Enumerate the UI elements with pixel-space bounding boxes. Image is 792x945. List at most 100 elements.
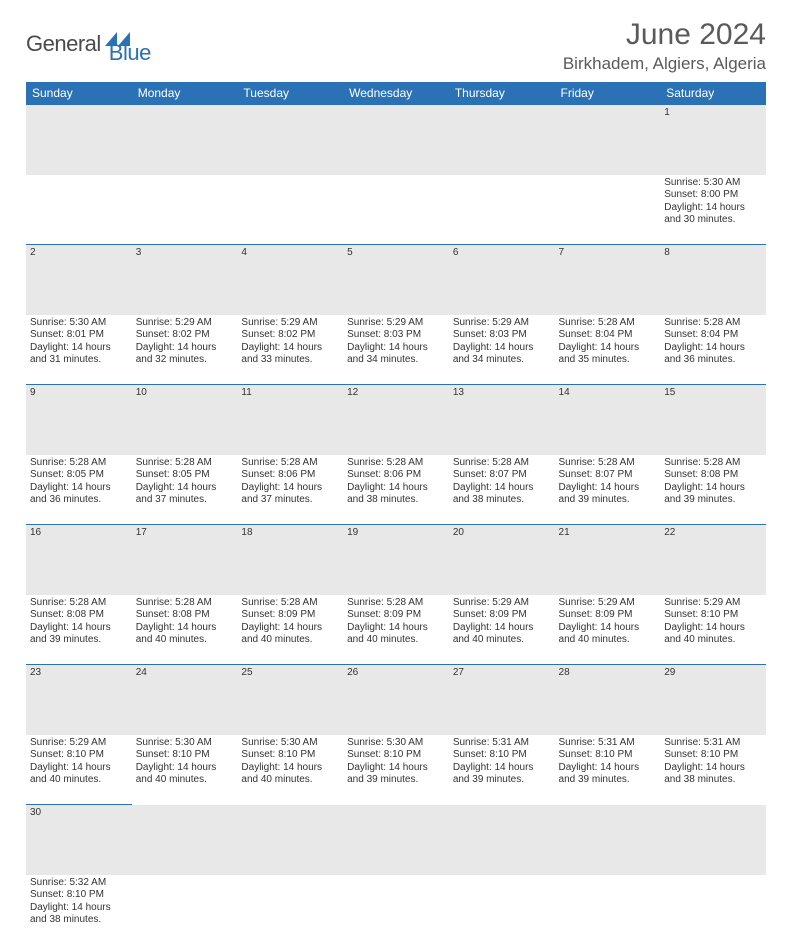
day-detail-cell: Sunrise: 5:29 AMSunset: 8:09 PMDaylight:… — [555, 595, 661, 665]
day-number-cell: 28 — [555, 665, 661, 735]
day-number-cell: 7 — [555, 245, 661, 315]
day-number-cell: 23 — [26, 665, 132, 735]
day-number: 11 — [241, 387, 251, 398]
empty-cell — [26, 105, 132, 175]
day-detail-cell: Sunrise: 5:30 AMSunset: 8:10 PMDaylight:… — [237, 735, 343, 805]
day-detail: Sunrise: 5:29 AMSunset: 8:03 PMDaylight:… — [347, 317, 445, 367]
day-number-cell: 24 — [132, 665, 238, 735]
day-number-cell: 4 — [237, 245, 343, 315]
day-number-cell: 8 — [660, 245, 766, 315]
day-detail-cell: Sunrise: 5:28 AMSunset: 8:09 PMDaylight:… — [237, 595, 343, 665]
day-number-cell: 19 — [343, 525, 449, 595]
day-detail-cell: Sunrise: 5:28 AMSunset: 8:09 PMDaylight:… — [343, 595, 449, 665]
weekday-header: Saturday — [660, 82, 766, 105]
day-number: 18 — [241, 527, 252, 538]
day-number: 2 — [30, 247, 36, 258]
daylight-line: Daylight: 14 hours and 39 minutes. — [664, 482, 762, 507]
month-title: June 2024 — [563, 18, 766, 52]
sunset-line: Sunset: 8:06 PM — [241, 469, 339, 482]
sunset-line: Sunset: 8:08 PM — [664, 469, 762, 482]
day-detail-cell: Sunrise: 5:30 AMSunset: 8:00 PMDaylight:… — [660, 175, 766, 245]
sunset-line: Sunset: 8:01 PM — [30, 329, 128, 342]
brand-text-2: Blue — [109, 40, 151, 66]
sunset-line: Sunset: 8:10 PM — [30, 889, 128, 902]
weekday-header: Friday — [555, 82, 661, 105]
daylight-line: Daylight: 14 hours and 36 minutes. — [664, 342, 762, 367]
daylight-line: Daylight: 14 hours and 40 minutes. — [347, 622, 445, 647]
day-detail-cell: Sunrise: 5:28 AMSunset: 8:04 PMDaylight:… — [660, 315, 766, 385]
day-detail-cell: Sunrise: 5:28 AMSunset: 8:08 PMDaylight:… — [660, 455, 766, 525]
week-row: Sunrise: 5:30 AMSunset: 8:00 PMDaylight:… — [26, 175, 766, 245]
day-detail-cell: Sunrise: 5:29 AMSunset: 8:02 PMDaylight:… — [132, 315, 238, 385]
location-text: Birkhadem, Algiers, Algeria — [563, 54, 766, 74]
day-number: 8 — [664, 247, 670, 258]
day-number-cell: 2 — [26, 245, 132, 315]
day-detail: Sunrise: 5:28 AMSunset: 8:04 PMDaylight:… — [664, 317, 762, 367]
sunrise-line: Sunrise: 5:28 AM — [241, 597, 339, 610]
day-detail: Sunrise: 5:28 AMSunset: 8:05 PMDaylight:… — [136, 457, 234, 507]
daynum-row: 9101112131415 — [26, 385, 766, 455]
empty-cell — [237, 105, 343, 175]
sunrise-line: Sunrise: 5:28 AM — [664, 317, 762, 330]
sunrise-line: Sunrise: 5:28 AM — [664, 457, 762, 470]
daylight-line: Daylight: 14 hours and 38 minutes. — [347, 482, 445, 507]
day-number: 10 — [136, 387, 147, 398]
week-row: Sunrise: 5:28 AMSunset: 8:08 PMDaylight:… — [26, 595, 766, 665]
empty-cell — [343, 875, 449, 945]
day-detail-cell: Sunrise: 5:28 AMSunset: 8:05 PMDaylight:… — [26, 455, 132, 525]
day-number-cell: 10 — [132, 385, 238, 455]
day-detail-cell: Sunrise: 5:29 AMSunset: 8:10 PMDaylight:… — [660, 595, 766, 665]
week-row: Sunrise: 5:29 AMSunset: 8:10 PMDaylight:… — [26, 735, 766, 805]
empty-cell — [132, 805, 238, 875]
daylight-line: Daylight: 14 hours and 40 minutes. — [241, 622, 339, 647]
day-detail: Sunrise: 5:29 AMSunset: 8:09 PMDaylight:… — [453, 597, 551, 647]
daylight-line: Daylight: 14 hours and 40 minutes. — [136, 762, 234, 787]
day-number: 23 — [30, 667, 41, 678]
sunrise-line: Sunrise: 5:28 AM — [559, 317, 657, 330]
sunset-line: Sunset: 8:09 PM — [241, 609, 339, 622]
sunset-line: Sunset: 8:04 PM — [664, 329, 762, 342]
daylight-line: Daylight: 14 hours and 31 minutes. — [30, 342, 128, 367]
sunset-line: Sunset: 8:02 PM — [241, 329, 339, 342]
sunrise-line: Sunrise: 5:29 AM — [453, 597, 551, 610]
daynum-row: 30 — [26, 805, 766, 875]
day-detail: Sunrise: 5:28 AMSunset: 8:07 PMDaylight:… — [453, 457, 551, 507]
day-detail-cell: Sunrise: 5:30 AMSunset: 8:01 PMDaylight:… — [26, 315, 132, 385]
day-detail: Sunrise: 5:28 AMSunset: 8:08 PMDaylight:… — [136, 597, 234, 647]
daynum-row: 23242526272829 — [26, 665, 766, 735]
daylight-line: Daylight: 14 hours and 33 minutes. — [241, 342, 339, 367]
day-detail: Sunrise: 5:30 AMSunset: 8:10 PMDaylight:… — [347, 737, 445, 787]
daylight-line: Daylight: 14 hours and 40 minutes. — [136, 622, 234, 647]
sunrise-line: Sunrise: 5:28 AM — [453, 457, 551, 470]
sunrise-line: Sunrise: 5:29 AM — [30, 737, 128, 750]
daylight-line: Daylight: 14 hours and 39 minutes. — [30, 622, 128, 647]
day-detail-cell: Sunrise: 5:28 AMSunset: 8:07 PMDaylight:… — [449, 455, 555, 525]
day-number: 24 — [136, 667, 147, 678]
sunrise-line: Sunrise: 5:29 AM — [241, 317, 339, 330]
sunset-line: Sunset: 8:10 PM — [664, 609, 762, 622]
day-detail: Sunrise: 5:29 AMSunset: 8:02 PMDaylight:… — [241, 317, 339, 367]
sunrise-line: Sunrise: 5:28 AM — [30, 597, 128, 610]
day-number-cell: 18 — [237, 525, 343, 595]
sunrise-line: Sunrise: 5:30 AM — [664, 177, 762, 190]
day-number-cell: 22 — [660, 525, 766, 595]
day-number: 16 — [30, 527, 41, 538]
empty-cell — [449, 175, 555, 245]
daylight-line: Daylight: 14 hours and 39 minutes. — [559, 482, 657, 507]
weekday-header-row: SundayMondayTuesdayWednesdayThursdayFrid… — [26, 82, 766, 105]
day-number-cell: 11 — [237, 385, 343, 455]
day-detail: Sunrise: 5:29 AMSunset: 8:03 PMDaylight:… — [453, 317, 551, 367]
day-detail: Sunrise: 5:28 AMSunset: 8:08 PMDaylight:… — [30, 597, 128, 647]
brand-text-1: General — [26, 31, 101, 57]
day-detail: Sunrise: 5:28 AMSunset: 8:04 PMDaylight:… — [559, 317, 657, 367]
day-number-cell: 1 — [660, 105, 766, 175]
sunrise-line: Sunrise: 5:31 AM — [453, 737, 551, 750]
day-number: 13 — [453, 387, 464, 398]
day-detail-cell: Sunrise: 5:31 AMSunset: 8:10 PMDaylight:… — [555, 735, 661, 805]
day-detail: Sunrise: 5:28 AMSunset: 8:08 PMDaylight:… — [664, 457, 762, 507]
day-detail: Sunrise: 5:29 AMSunset: 8:10 PMDaylight:… — [30, 737, 128, 787]
sunset-line: Sunset: 8:06 PM — [347, 469, 445, 482]
day-number: 14 — [559, 387, 570, 398]
sunrise-line: Sunrise: 5:30 AM — [136, 737, 234, 750]
sunset-line: Sunset: 8:09 PM — [559, 609, 657, 622]
